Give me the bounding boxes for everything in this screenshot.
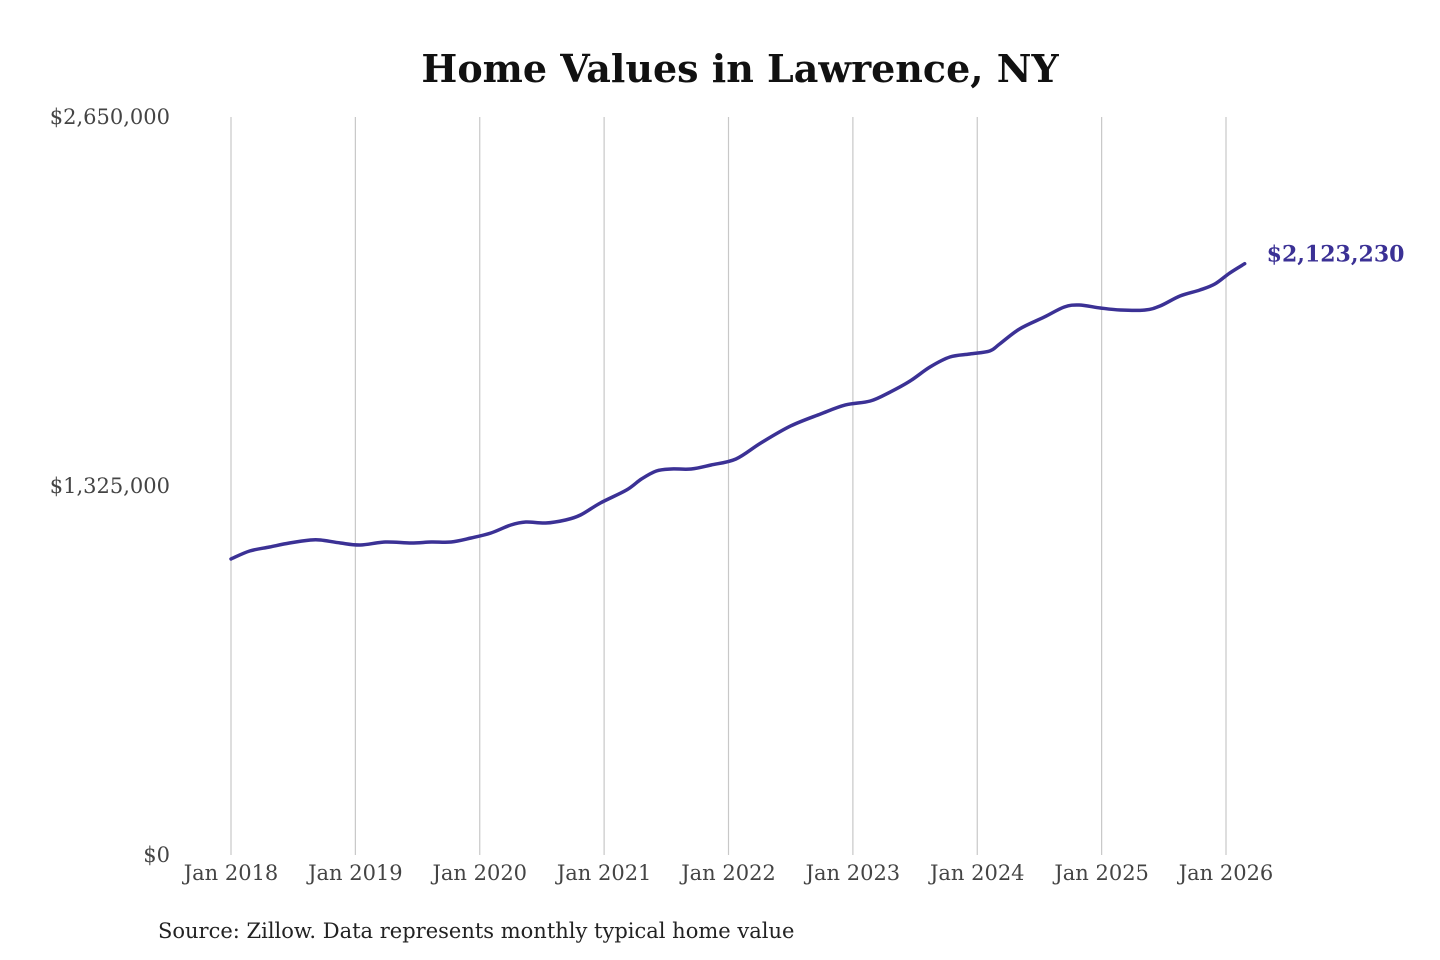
x-tick-label: Jan 2022 [679, 861, 776, 885]
x-tick-label: Jan 2019 [306, 861, 403, 885]
x-tick-label: Jan 2023 [804, 861, 901, 885]
x-tick-label: Jan 2025 [1052, 861, 1149, 885]
gridlines [230, 117, 1227, 855]
y-tick-label: $2,650,000 [50, 105, 170, 129]
end-value-label: $2,123,230 [1267, 242, 1405, 268]
x-axis: Jan 2018 Jan 2019 Jan 2020 Jan 2021 Jan 2022… [182, 861, 1274, 885]
y-axis: $0 $1,325,000 $2,650,000 [50, 105, 170, 867]
x-tick-label: Jan 2024 [928, 861, 1025, 885]
y-tick-label: $1,325,000 [50, 474, 170, 498]
chart-title: Home Values in Lawrence, NY [421, 46, 1059, 91]
x-tick-label: Jan 2026 [1177, 861, 1274, 885]
x-tick-label: Jan 2018 [182, 861, 279, 885]
source-note: Source: Zillow. Data represents monthly … [158, 919, 794, 943]
y-tick-label: $0 [143, 843, 170, 867]
x-tick-label: Jan 2021 [555, 861, 652, 885]
x-tick-label: Jan 2020 [430, 861, 527, 885]
series-line [229, 261, 1247, 561]
